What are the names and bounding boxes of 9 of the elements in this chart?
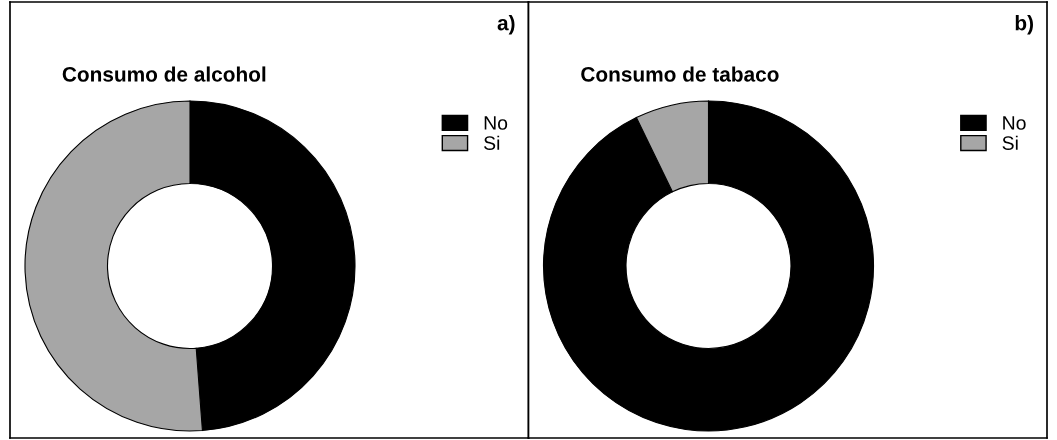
- chart-title: Consumo de tabaco: [581, 66, 779, 82]
- text: a): [497, 15, 515, 35]
- chart-title: Consumo de alcohol: [62, 66, 266, 82]
- donut-slice: [542, 100, 875, 432]
- legend-label: Si: [1002, 135, 1018, 150]
- legend-label: Si: [484, 135, 500, 150]
- text: b): [1015, 15, 1033, 35]
- legend-label: No: [1003, 116, 1026, 130]
- legend-label: No: [484, 116, 508, 130]
